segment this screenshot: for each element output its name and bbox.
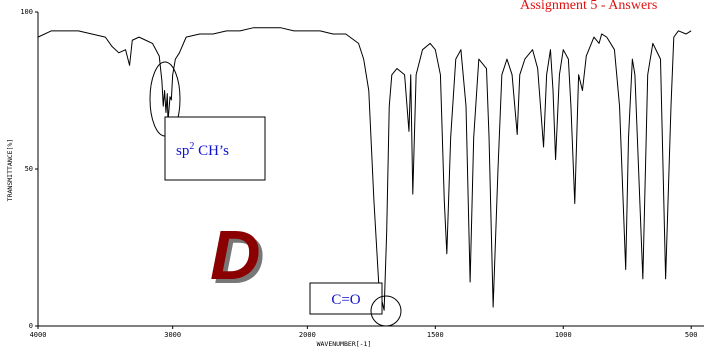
x-tick-label: 1000 [555,331,572,339]
letter-shadow: D [214,220,265,298]
y-tick-label: 50 [25,165,33,173]
letter: D [210,216,261,294]
annotation-box [309,282,383,315]
x-tick-label: 2000 [299,331,316,339]
annotation-part: CH’s [194,143,229,159]
y-tick-label: 0 [29,322,33,330]
x-axis-title: WAVENUMBER[-1] [317,340,372,348]
highlight-circle [370,295,402,327]
y-tick-label: 100 [20,8,33,16]
annotation-text: sp2 CH’s [176,141,229,159]
annotation-superscript: 2 [189,141,194,152]
annotation-box [164,116,266,181]
x-tick-label: 500 [685,331,698,339]
plot-area: 0 50 100 4000 3000 2000 1500 1000 500 [20,8,704,339]
annotation-text: C=O [331,292,360,308]
x-tick-label: 4000 [30,331,47,339]
x-tick-label: 3000 [164,331,181,339]
spectrum-line [37,27,692,311]
y-axis-title: TRANSMITTANCE[%] [6,139,14,202]
x-tick-label: 1500 [427,331,444,339]
annotation-part: sp [176,143,189,159]
header: Assignment 5 - Answers [520,0,657,13]
